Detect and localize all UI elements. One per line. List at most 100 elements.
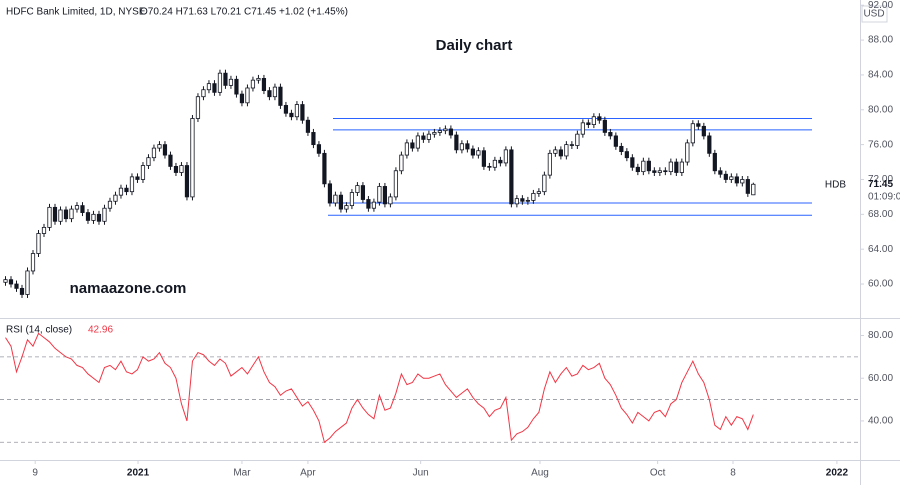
candle-body xyxy=(14,283,19,289)
candle-body xyxy=(217,72,223,93)
candle-body xyxy=(173,166,179,173)
x-tick-label: Jun xyxy=(413,468,429,479)
y-tick-label: 84.00 xyxy=(868,70,893,81)
candle-body xyxy=(613,135,618,147)
candle-body xyxy=(646,160,651,172)
candle-body xyxy=(751,183,756,196)
y-tick-label: 60.00 xyxy=(868,279,893,290)
candle-body xyxy=(404,142,410,156)
candle-body xyxy=(503,149,508,164)
candle-body xyxy=(3,279,8,283)
candle-body xyxy=(476,150,481,156)
candle-body xyxy=(80,205,85,213)
candle-body xyxy=(102,207,107,222)
watermark: namaazone.com xyxy=(70,280,187,297)
y-tick-label: 80.00 xyxy=(868,330,893,341)
candle-body xyxy=(553,149,558,154)
candle-body xyxy=(388,196,393,205)
candle-body xyxy=(734,176,739,184)
candle-body xyxy=(382,186,388,205)
candle-body xyxy=(421,135,426,140)
candle-body xyxy=(514,198,519,205)
candle-body xyxy=(124,187,129,193)
candle-body xyxy=(657,170,662,173)
candle-body xyxy=(300,104,305,121)
symbol-label: HDB xyxy=(825,180,846,191)
candle-body xyxy=(316,144,322,154)
candle-body xyxy=(69,208,74,220)
candle-body xyxy=(696,123,701,127)
candle-body xyxy=(135,176,140,180)
candle-body xyxy=(36,233,41,254)
candle-body xyxy=(635,166,640,173)
candle-body xyxy=(162,144,168,156)
chart-title: Daily chart xyxy=(436,37,513,54)
candle-body xyxy=(30,253,36,272)
candle-body xyxy=(520,198,525,202)
candle-body xyxy=(674,161,679,173)
candle-body xyxy=(151,147,157,159)
candle-body xyxy=(415,135,421,149)
currency: USD xyxy=(863,9,884,20)
candle-body xyxy=(690,123,695,144)
candle-body xyxy=(679,161,684,173)
candle-body xyxy=(8,279,14,285)
candle-body xyxy=(487,166,492,168)
candle-body xyxy=(443,128,448,132)
candle-body xyxy=(531,193,536,201)
symbol-header: HDFC Bank Limited, 1D, NYSE xyxy=(6,7,146,18)
candle-body xyxy=(377,186,382,203)
candle-body xyxy=(19,287,25,295)
candle-body xyxy=(267,90,272,98)
candle-body xyxy=(701,125,706,137)
candle-body xyxy=(338,194,344,210)
candle-body xyxy=(602,119,607,133)
candle-body xyxy=(85,212,91,221)
candle-body xyxy=(547,152,552,176)
x-tick-label: 2021 xyxy=(127,468,150,479)
candle-body xyxy=(190,118,195,198)
candle-body xyxy=(448,128,453,136)
candle-body xyxy=(256,78,261,81)
candle-body xyxy=(597,116,602,121)
candle-body xyxy=(283,105,289,114)
candle-body xyxy=(212,83,217,93)
candle-body xyxy=(668,161,673,173)
candle-body xyxy=(305,119,311,133)
ohlc-header: O70.24 H71.63 L70.21 C71.45 +1.02 (+1.45… xyxy=(140,7,348,18)
candle-body xyxy=(371,201,377,209)
candle-body xyxy=(327,183,333,204)
candle-body xyxy=(454,134,459,151)
candle-body xyxy=(355,185,360,193)
countdown: 01:09:06 xyxy=(868,192,900,203)
candle-body xyxy=(542,174,547,193)
candle-body xyxy=(146,157,151,166)
candle-body xyxy=(712,152,717,172)
candle-body xyxy=(481,150,486,167)
candle-body xyxy=(437,130,442,133)
candle-body xyxy=(52,206,58,222)
candle-body xyxy=(344,205,349,210)
candle-body xyxy=(459,143,464,151)
candle-body xyxy=(663,170,668,173)
x-tick-label: 2022 xyxy=(826,468,849,479)
candle-body xyxy=(652,170,657,173)
candle-body xyxy=(25,270,30,295)
candle-body xyxy=(322,152,327,185)
candle-body xyxy=(41,226,47,234)
candle-body xyxy=(509,149,514,205)
rsi-last-value: 42.96 xyxy=(88,325,113,336)
candle-body xyxy=(729,176,734,180)
x-tick-label: Apr xyxy=(300,468,316,479)
candle-body xyxy=(239,93,245,104)
x-tick-label: 8 xyxy=(730,468,736,479)
y-tick-label: 60.00 xyxy=(868,373,893,384)
candle-body xyxy=(432,132,437,135)
candle-body xyxy=(723,173,728,180)
candle-body xyxy=(410,142,415,149)
x-tick-label: Oct xyxy=(650,468,666,479)
candle-body xyxy=(707,135,712,154)
candle-body xyxy=(129,176,135,193)
candle-body xyxy=(492,159,497,168)
